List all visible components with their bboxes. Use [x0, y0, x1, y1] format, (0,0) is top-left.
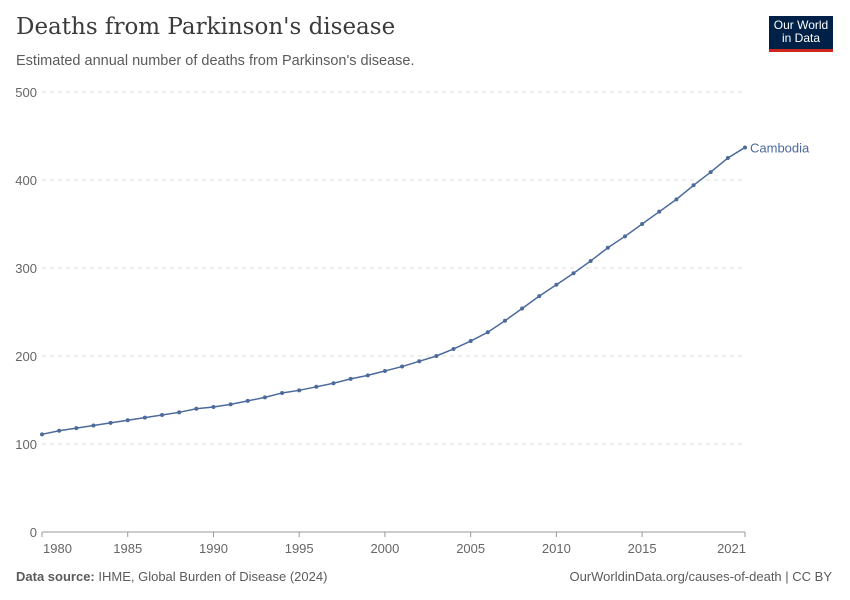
data-point — [125, 418, 130, 423]
data-point — [451, 346, 456, 351]
x-tick-label: 2010 — [542, 541, 571, 556]
data-point — [348, 376, 353, 381]
data-point — [708, 170, 713, 175]
data-point — [142, 415, 147, 420]
data-point — [211, 405, 216, 410]
data-point — [365, 373, 370, 378]
data-point — [314, 384, 319, 389]
data-point — [502, 318, 507, 323]
data-point — [194, 406, 199, 411]
x-tick-label: 2000 — [370, 541, 399, 556]
y-tick-label: 400 — [15, 173, 37, 188]
owid-logo[interactable]: Our World in Data — [769, 16, 833, 52]
data-point — [382, 368, 387, 373]
chart-subtitle: Estimated annual number of deaths from P… — [16, 53, 415, 69]
y-tick-label: 200 — [15, 349, 37, 364]
data-point — [468, 339, 473, 344]
source-text: IHME, Global Burden of Disease (2024) — [98, 569, 328, 584]
data-point — [485, 330, 490, 335]
data-point — [40, 432, 44, 437]
x-tick-label: 1995 — [285, 541, 314, 556]
data-point — [674, 197, 679, 202]
chart-title: Deaths from Parkinson's disease — [16, 14, 396, 40]
data-point — [434, 354, 439, 358]
y-tick-label: 300 — [15, 261, 37, 276]
data-point — [571, 271, 576, 276]
logo-text: Our World in Data — [773, 18, 829, 45]
data-point — [537, 294, 542, 299]
data-point — [520, 306, 525, 311]
series-line — [41, 146, 746, 436]
data-point — [400, 364, 405, 369]
x-tick-label: 1980 — [43, 541, 72, 556]
x-tick-label: 1990 — [199, 541, 228, 556]
y-tick-label: 0 — [30, 525, 37, 540]
data-point — [262, 395, 267, 400]
data-point — [280, 390, 285, 395]
y-tick-label: 100 — [15, 437, 37, 452]
data-point — [160, 412, 165, 417]
data-point — [228, 402, 233, 407]
x-tick-label: 1985 — [113, 541, 142, 556]
data-point — [108, 420, 113, 425]
data-point — [657, 209, 662, 214]
footer-link[interactable]: OurWorldinData.org/causes-of-death | CC … — [569, 569, 832, 584]
data-point — [554, 282, 559, 287]
x-tick-label: 2021 — [717, 541, 746, 556]
y-tick-label: 500 — [15, 85, 37, 100]
data-point — [57, 428, 62, 433]
data-point — [245, 398, 250, 403]
source-label: Data source: — [16, 569, 95, 584]
data-point — [725, 156, 730, 160]
data-point — [91, 423, 96, 428]
data-source: Data source: IHME, Global Burden of Dise… — [16, 569, 327, 584]
data-point — [331, 381, 336, 386]
data-point — [622, 234, 627, 239]
x-tick-label: 2005 — [456, 541, 485, 556]
data-point — [743, 145, 747, 150]
data-point — [297, 388, 302, 393]
x-tick-label: 2015 — [628, 541, 657, 556]
data-point — [605, 245, 610, 250]
data-point — [74, 426, 79, 431]
series-label: Cambodia — [750, 140, 810, 155]
data-point — [588, 258, 593, 263]
data-point — [177, 410, 182, 415]
data-point — [417, 359, 422, 364]
data-point — [640, 222, 645, 226]
data-point — [691, 183, 696, 188]
